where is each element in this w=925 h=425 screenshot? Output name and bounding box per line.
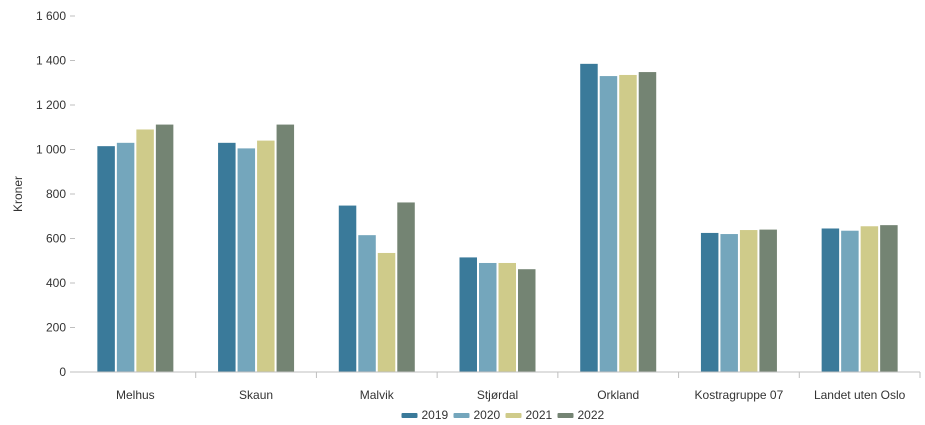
- bar-2021: [377, 252, 396, 372]
- bar-2022: [759, 229, 777, 372]
- bar-2019: [580, 63, 598, 373]
- bar-2020: [841, 230, 859, 372]
- bar-2020: [358, 235, 376, 372]
- bar-2022: [518, 269, 536, 372]
- bar-2021: [619, 74, 637, 373]
- bar-2021: [498, 262, 516, 372]
- bar-2021: [860, 226, 879, 372]
- bar-2021: [739, 230, 758, 372]
- y-tick-label: 1 200: [36, 98, 66, 112]
- x-tick-label: Malvik: [360, 388, 395, 402]
- legend-swatch: [453, 413, 470, 418]
- bar-2020: [116, 142, 135, 372]
- bar-2022: [397, 202, 415, 372]
- y-tick-label: 800: [46, 187, 66, 201]
- bar-2022: [155, 124, 174, 372]
- bar-2021: [257, 140, 275, 372]
- y-tick-label: 400: [46, 276, 66, 290]
- bar-2020: [599, 76, 618, 372]
- y-tick-label: 0: [59, 365, 66, 379]
- x-tick-label: Skaun: [239, 388, 273, 402]
- bars: [97, 63, 898, 373]
- bar-2019: [97, 146, 115, 372]
- bar-2019: [218, 142, 236, 372]
- y-tick-label: 200: [46, 321, 66, 335]
- y-tick-label: 1 400: [36, 54, 66, 68]
- bar-2022: [276, 124, 295, 372]
- bar-2020: [720, 234, 738, 372]
- bar-2022: [638, 72, 657, 372]
- x-tick-label: Stjørdal: [477, 388, 518, 402]
- legend-label: 2021: [526, 408, 553, 422]
- x-axis: Melhus Skaun Malvik Stjørdal Orkland Kostragr…: [75, 371, 921, 402]
- bar-2020: [237, 148, 256, 372]
- legend-label: 2022: [578, 408, 605, 422]
- y-tick-label: 600: [46, 232, 66, 246]
- bar-2020: [479, 262, 497, 372]
- y-axis-title: Kroner: [11, 176, 25, 212]
- bar-2019: [821, 228, 840, 372]
- y-tick-label: 1 000: [36, 143, 66, 157]
- bar-2019: [338, 205, 357, 372]
- legend: 2019 2020 2021 2022: [401, 408, 605, 422]
- legend-label: 2020: [474, 408, 501, 422]
- x-tick-label: Orkland: [597, 388, 639, 402]
- bar-2019: [459, 257, 477, 372]
- bar-2021: [136, 129, 154, 372]
- legend-label: 2019: [422, 408, 449, 422]
- y-axis: 0 200 400 600 800 1 000 1 200 1 400 1 600: [36, 9, 75, 379]
- x-tick-label: Melhus: [116, 388, 155, 402]
- legend-swatch: [401, 413, 418, 418]
- x-tick-label: Kostragruppe 07: [695, 388, 784, 402]
- bar-2022: [880, 225, 898, 372]
- bar-2019: [700, 232, 719, 372]
- legend-swatch: [505, 413, 522, 418]
- x-tick-label: Landet uten Oslo: [814, 388, 906, 402]
- legend-swatch: [557, 413, 574, 418]
- y-tick-label: 1 600: [36, 9, 66, 23]
